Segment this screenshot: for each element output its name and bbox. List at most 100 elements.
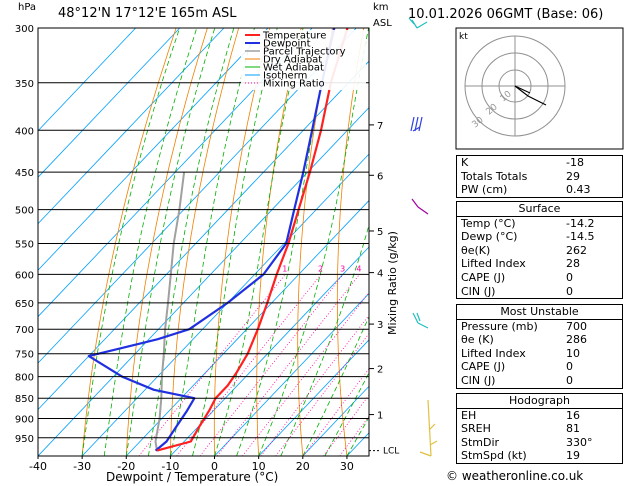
legend-wet-adiabat: Wet Adiabat (263, 63, 324, 74)
mixing-ratio-line (302, 368, 369, 456)
pressure-tick-label: 500 (15, 206, 34, 217)
most-unstable-title: Most Unstable (500, 305, 579, 318)
axes: 3003504004505005506006507007508008509009… (15, 24, 399, 473)
hodograph-kt-label: kt (459, 32, 468, 42)
isotherm-line (38, 28, 136, 132)
indices-panel: K -18 Totals Totals 29 PW (cm) 0.43 (456, 155, 623, 198)
mu-row: CIN (J) 0 (461, 373, 573, 387)
mixing-ratio-label: 1 (282, 264, 287, 273)
profile-curves (87, 28, 349, 452)
surface-panel: Surface Temp (°C) -14.2 Dewp (°C) -14.5 θe… (456, 201, 623, 300)
x-tick-label: 20 (296, 460, 310, 473)
pressure-tick-label: 900 (15, 415, 34, 426)
mu-row: CAPE (J) 0 (461, 360, 573, 374)
pressure-tick-label: 400 (15, 126, 34, 137)
dry-adiabat-line (413, 28, 435, 456)
dry-adiabat-line (336, 28, 365, 456)
mixing-ratio-line (199, 274, 344, 456)
x-tick-label: -40 (29, 460, 47, 473)
hodo-row: StmDir 330° (461, 435, 593, 449)
hodo-row: StmSpd (kt) 19 (461, 449, 580, 463)
pressure-tick-label: 550 (15, 239, 34, 250)
hodo-row: SREH 81 (461, 422, 580, 436)
pressure-unit-label: hPa (18, 2, 36, 13)
km-tick-label: 6 (377, 171, 383, 182)
most-unstable-panel: Most Unstable Pressure (mb) 700 θe (K) 286… (456, 304, 623, 389)
index-row: K -18 (461, 156, 584, 169)
legend-temperature: Temperature (262, 31, 326, 42)
isotherm-line (38, 28, 313, 318)
mixing-ratio-line (216, 274, 360, 456)
wet-adiabat-line (324, 371, 369, 456)
legend-parcel: Parcel Trajectory (263, 47, 346, 58)
isotherm-line (38, 28, 225, 225)
hodograph-trace (514, 85, 547, 106)
hodograph-storm-vector (514, 85, 531, 94)
wet-adiabat-line (302, 315, 369, 456)
dewpoint-curve (87, 28, 336, 452)
mixing-ratio-line (323, 394, 369, 456)
km-tick-label: 7 (377, 121, 383, 132)
x-tick-label: -20 (117, 460, 135, 473)
x-axis-title: Dewpoint / Temperature (°C) (106, 470, 278, 484)
isotherm-line (38, 106, 369, 456)
pressure-tick-label: 700 (15, 325, 34, 336)
legend-isotherm: Isotherm (263, 71, 307, 82)
hodograph: kt 10 20 30 (455, 27, 624, 150)
surface-row: Temp (°C) -14.2 (457, 215, 622, 231)
km-tick-label: 2 (377, 365, 383, 376)
surface-row: CAPE (J) 0 (461, 270, 573, 284)
km-tick-label: 4 (377, 269, 383, 280)
location-title: 48°12'N 17°12'E 165m ASL (58, 6, 237, 21)
mu-row: Pressure (mb) 700 (457, 318, 622, 334)
pressure-tick-label: 950 (15, 434, 34, 445)
hodograph-title: Hodograph (509, 394, 570, 407)
pressure-tick-label: 600 (15, 270, 34, 281)
isotherm-line (38, 60, 369, 411)
isotherm-line (258, 339, 369, 456)
isotherm-line (38, 28, 181, 178)
hodograph-panel: Hodograph EH 16 SREH 81 StmDir 330° StmSpd … (456, 393, 623, 464)
parcel-trajectory-curve (154, 171, 186, 451)
legend-dewpoint: Dewpoint (263, 39, 311, 50)
mixing-ratio-label: 3 (340, 264, 345, 273)
surface-row: CIN (J) 0 (461, 284, 573, 298)
mixing-ratio-line (339, 415, 369, 456)
legend: Temperature Dewpoint Parcel Trajectory D… (241, 30, 366, 90)
isotherm-line (125, 199, 369, 456)
pressure-tick-label: 750 (15, 350, 34, 361)
wet-adiabat-line (280, 223, 369, 456)
surface-row: Lifted Index 28 (461, 257, 580, 271)
isotherm-line (214, 292, 369, 456)
legend-mixing-ratio: Mixing Ratio (263, 79, 325, 90)
km-tick-label: 1 (377, 411, 383, 422)
x-tick-label: 0 (211, 460, 218, 473)
surface-row: θe(K) 262 (461, 243, 587, 257)
dry-adiabat-line (256, 28, 302, 456)
isotherm-line (38, 28, 357, 364)
index-row: Totals Totals 29 (461, 169, 580, 183)
pressure-tick-label: 850 (15, 394, 34, 405)
surface-title: Surface (518, 202, 561, 215)
wind-barbs (408, 17, 438, 457)
dry-adiabat-line (297, 28, 333, 456)
pressure-tick-label: 450 (15, 168, 34, 179)
legend-dry-adiabat: Dry Adiabat (263, 55, 322, 66)
isotherm-line (38, 28, 269, 271)
x-tick-label: 10 (252, 460, 266, 473)
surface-row: Dewp (°C) -14.5 (461, 230, 595, 244)
x-tick-label: -30 (73, 460, 91, 473)
index-row: PW (cm) 0.43 (461, 183, 591, 197)
wet-adiabat-line (236, 28, 334, 456)
isotherm-line (170, 246, 369, 456)
mixing-ratio-label: 4 (356, 264, 361, 273)
pressure-tick-label: 300 (15, 24, 34, 35)
mixing-ratio-line (242, 291, 369, 456)
x-tick-label: -10 (161, 460, 179, 473)
mixing-ratio-axis-label: Mixing Ratio (g/kg) (386, 231, 399, 335)
datetime-title: 10.01.2026 06GMT (Base: 06) (408, 7, 603, 22)
hodo-row: EH 16 (457, 407, 622, 423)
pressure-tick-label: 650 (15, 299, 34, 310)
height-unit-label: km (373, 2, 389, 13)
